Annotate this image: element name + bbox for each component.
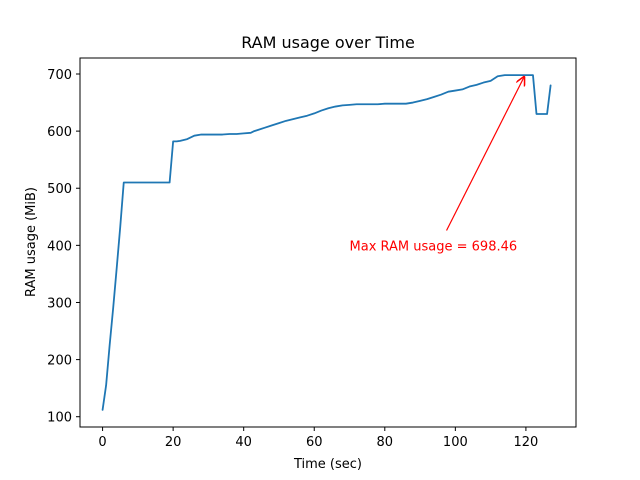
series-layer [101,74,552,411]
chart-title: RAM usage over Time [241,33,415,52]
y-tick-label: 400 [47,239,72,254]
x-tick-label: 100 [443,435,468,450]
y-tick-label: 600 [47,125,72,140]
annotation-label: Max RAM usage = 698.46 [350,239,518,254]
x-axis-ticks: 0 20 40 60 80 100 120 [98,427,538,450]
y-tick-label: 200 [47,354,72,369]
y-tick-label: 700 [47,68,72,83]
y-axis-ticks: 100 200 300 400 500 600 700 [47,68,80,426]
x-tick-label: 60 [306,435,323,450]
y-tick-label: 100 [47,411,72,426]
y-tick-label: 300 [47,296,72,311]
x-tick-label: 40 [235,435,252,450]
x-axis-title: Time (sec) [293,457,362,472]
axes-frame [79,57,577,428]
x-tick-label: 20 [165,435,182,450]
axes-background [80,58,576,427]
plot-area: 0 20 40 60 80 100 120 100 200 300 400 500 600 700 Ma… [47,57,577,450]
x-tick-label: 0 [98,435,106,450]
x-tick-label: 80 [377,435,394,450]
x-tick-label: 120 [513,435,538,450]
y-axis-title: RAM usage (MiB) [24,187,39,297]
annotation-arrow [445,77,525,231]
annotation-layer: Max RAM usage = 698.46 [350,77,525,254]
y-tick-label: 500 [47,182,72,197]
ram-usage-line [101,74,552,411]
